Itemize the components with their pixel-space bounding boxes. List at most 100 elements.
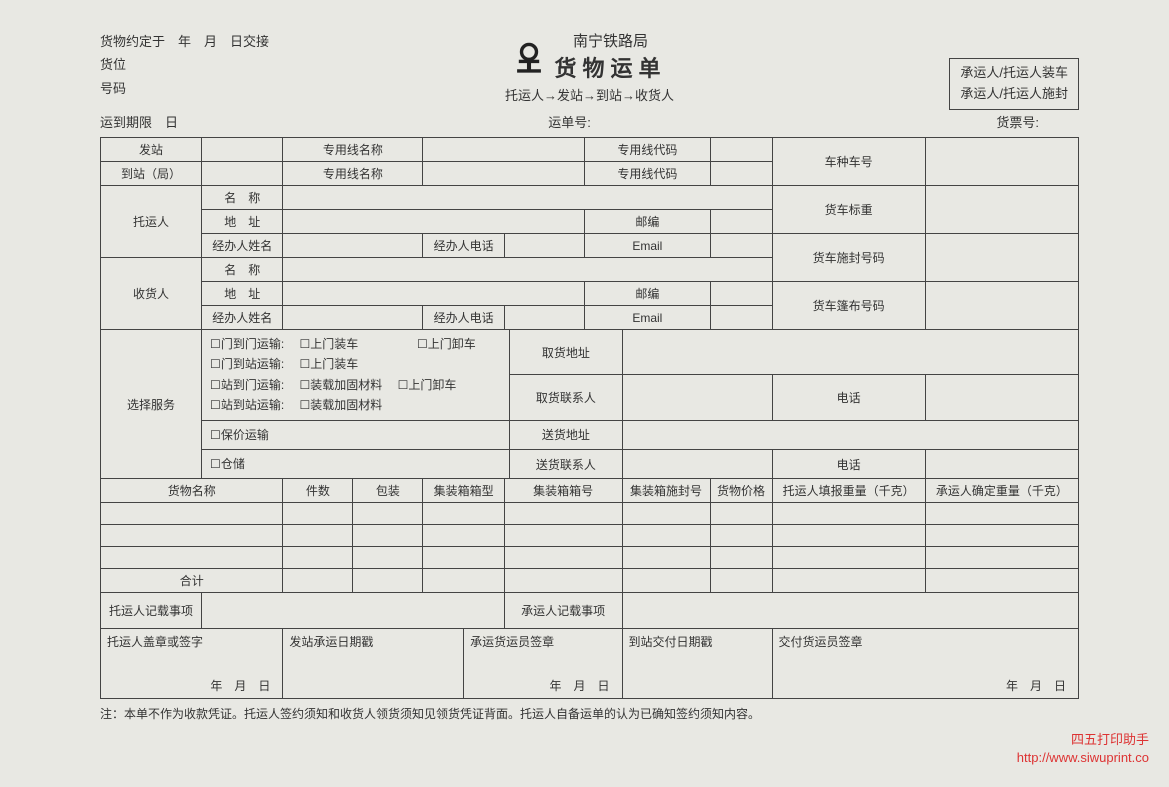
header: 货物约定于 年 月 日交接 货位 号码 南宁铁路局 货物运单 托运人→发站→到站… bbox=[100, 30, 1079, 104]
cb-door-to-station[interactable]: ☐门到站运输: bbox=[210, 354, 284, 374]
service-checkbox-group-1: ☐门到门运输: ☐上门装车 ☐上门卸车 ☐门到站运输: ☐上门装车 ☐站到门运输… bbox=[202, 330, 510, 421]
appoint-line: 货物约定于 年 月 日交接 bbox=[100, 30, 269, 53]
shipper-name-val bbox=[283, 186, 772, 210]
shipper-tel-val bbox=[504, 234, 584, 258]
line-name-lbl-2: 专用线名称 bbox=[283, 162, 423, 186]
col-container-type: 集装箱箱型 bbox=[423, 479, 504, 503]
sig-deliver-clerk: 交付货运员签章 年 月 日 bbox=[772, 629, 1079, 699]
canvas-no-lbl: 货车篷布号码 bbox=[772, 282, 925, 330]
shipper-tel-lbl: 经办人电话 bbox=[423, 234, 504, 258]
consignee-addr-val bbox=[283, 282, 585, 306]
car-type-val bbox=[925, 138, 1078, 186]
car-mark-val bbox=[925, 186, 1078, 234]
goods-row-3 bbox=[101, 547, 1079, 569]
car-type-lbl: 车种车号 bbox=[772, 138, 925, 186]
goods-row-1 bbox=[101, 503, 1079, 525]
total-lbl: 合计 bbox=[101, 569, 283, 593]
ticket-no: 货票号: bbox=[726, 112, 1079, 131]
cb-door-unload-2[interactable]: ☐上门卸车 bbox=[398, 375, 457, 395]
carrier-notes-lbl: 承运人记载事项 bbox=[504, 593, 622, 629]
cargo-pos: 货位 bbox=[100, 53, 269, 76]
deliv-contact-lbl: 送货联系人 bbox=[510, 449, 622, 478]
deliv-contact-val bbox=[622, 449, 772, 478]
consignee-tel-lbl: 经办人电话 bbox=[423, 306, 504, 330]
consignee-name-val bbox=[283, 258, 772, 282]
cb-door-to-door[interactable]: ☐门到门运输: bbox=[210, 334, 284, 354]
car-mark-lbl: 货车标重 bbox=[772, 186, 925, 234]
sig-depart-stamp: 发站承运日期戳 bbox=[283, 629, 464, 699]
consignee-tel-val bbox=[504, 306, 584, 330]
line-code-val-2 bbox=[710, 162, 772, 186]
col-goods-name: 货物名称 bbox=[101, 479, 283, 503]
line-name-lbl-1: 专用线名称 bbox=[283, 138, 423, 162]
doc-title: 货物运单 bbox=[554, 51, 666, 83]
service-select-lbl: 选择服务 bbox=[101, 330, 202, 479]
arrive-station-val bbox=[202, 162, 283, 186]
depart-station-lbl: 发站 bbox=[101, 138, 202, 162]
col-qty: 件数 bbox=[283, 479, 353, 503]
cb-station-to-station[interactable]: ☐站到站运输: bbox=[210, 395, 284, 415]
seal-no-val bbox=[925, 234, 1078, 282]
consignee-lbl: 收货人 bbox=[101, 258, 202, 330]
watermark: 四五打印助手 http://www.siwuprint.co bbox=[1017, 731, 1149, 767]
shipper-post-val bbox=[710, 210, 772, 234]
consignee-agent-lbl: 经办人姓名 bbox=[202, 306, 283, 330]
deliv-addr-lbl: 送货地址 bbox=[510, 420, 622, 449]
shipper-notes-lbl: 托运人记载事项 bbox=[101, 593, 202, 629]
consignee-agent-val bbox=[283, 306, 423, 330]
seal-no-lbl: 货车施封号码 bbox=[772, 234, 925, 282]
shipper-email-val bbox=[710, 234, 772, 258]
pickup-tel-lbl: 电话 bbox=[772, 375, 925, 420]
deliv-addr-val bbox=[622, 420, 1078, 449]
header-right-box: 承运人/托运人装车 承运人/托运人施封 bbox=[949, 58, 1079, 110]
col-container-no: 集装箱箱号 bbox=[504, 479, 622, 503]
consignee-email-val bbox=[710, 306, 772, 330]
line-code-lbl-2: 专用线代码 bbox=[585, 162, 710, 186]
sealer-line: 承运人/托运人施封 bbox=[960, 84, 1068, 105]
pickup-tel-val bbox=[925, 375, 1078, 420]
col-shipper-weight: 托运人填报重量（千克） bbox=[772, 479, 925, 503]
sig-arrive-stamp: 到站交付日期戳 bbox=[622, 629, 772, 699]
pickup-contact-lbl: 取货联系人 bbox=[510, 375, 622, 420]
deliv-tel-lbl: 电话 bbox=[772, 449, 925, 478]
line-code-lbl-1: 专用线代码 bbox=[585, 138, 710, 162]
shipper-addr-lbl: 地 址 bbox=[202, 210, 283, 234]
col-container-seal: 集装箱施封号 bbox=[622, 479, 710, 503]
col-price: 货物价格 bbox=[710, 479, 772, 503]
cb-door-load-2[interactable]: ☐上门装车 bbox=[300, 354, 359, 374]
doc-number-row: 运到期限 日 运单号: 货票号: bbox=[100, 112, 1079, 131]
cb-door-unload-1[interactable]: ☐上门卸车 bbox=[417, 334, 476, 354]
consignee-name-lbl: 名 称 bbox=[202, 258, 283, 282]
line-name-val-2 bbox=[423, 162, 585, 186]
pickup-addr-lbl: 取货地址 bbox=[510, 330, 622, 375]
cb-storage[interactable]: ☐仓储 bbox=[202, 449, 510, 478]
header-left: 货物约定于 年 月 日交接 货位 号码 bbox=[100, 30, 269, 100]
cb-station-to-door[interactable]: ☐站到门运输: bbox=[210, 375, 284, 395]
pickup-contact-val bbox=[622, 375, 772, 420]
footnote: 注：本单不作为收款凭证。托运人签约须知和收货人领货须知见领货凭证背面。托运人自备… bbox=[100, 705, 1079, 722]
waybill-no: 运单号: bbox=[413, 112, 726, 131]
consignee-post-val bbox=[710, 282, 772, 306]
deliv-tel-val bbox=[925, 449, 1078, 478]
consignee-post-lbl: 邮编 bbox=[585, 282, 710, 306]
shipper-agent-val bbox=[283, 234, 423, 258]
consignee-email-lbl: Email bbox=[585, 306, 710, 330]
shipper-post-lbl: 邮编 bbox=[585, 210, 710, 234]
main-form-table: 发站 专用线名称 专用线代码 车种车号 到站（局） 专用线名称 专用线代码 托运… bbox=[100, 137, 1079, 699]
shipper-addr-val bbox=[283, 210, 585, 234]
line-name-val-1 bbox=[423, 138, 585, 162]
cb-reinforce-2[interactable]: ☐装载加固材料 bbox=[300, 395, 383, 415]
carrier-notes-val bbox=[622, 593, 1078, 629]
arrive-station-lbl: 到站（局） bbox=[101, 162, 202, 186]
railway-logo-icon bbox=[512, 40, 546, 74]
number-line: 号码 bbox=[100, 77, 269, 100]
cb-door-load-1[interactable]: ☐上门装车 bbox=[300, 334, 359, 354]
cb-insured[interactable]: ☐保价运输 bbox=[202, 420, 510, 449]
shipper-name-lbl: 名 称 bbox=[202, 186, 283, 210]
watermark-name: 四五打印助手 bbox=[1017, 731, 1149, 749]
watermark-url: http://www.siwuprint.co bbox=[1017, 749, 1149, 767]
cb-reinforce-1[interactable]: ☐装载加固材料 bbox=[300, 375, 383, 395]
depart-station-val bbox=[202, 138, 283, 162]
sig-carrier-clerk: 承运货运员签章 年 月 日 bbox=[464, 629, 622, 699]
shipper-email-lbl: Email bbox=[585, 234, 710, 258]
